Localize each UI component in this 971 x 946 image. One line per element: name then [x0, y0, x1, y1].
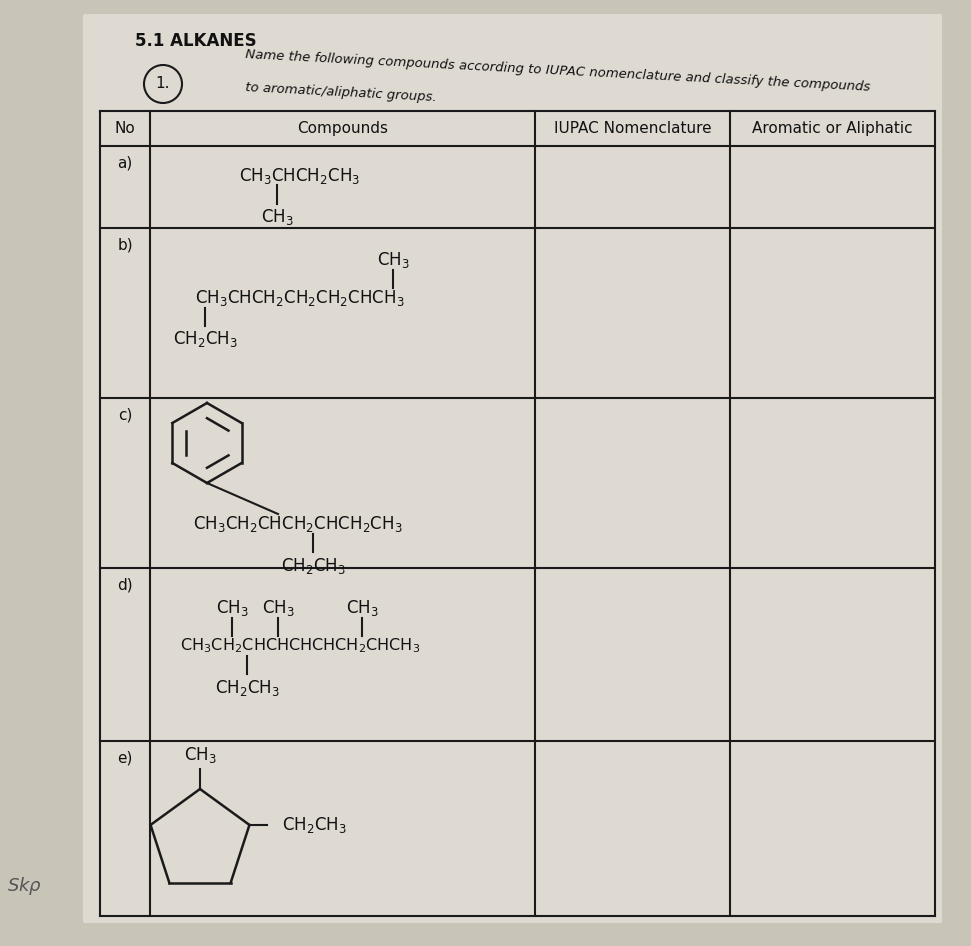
- Text: CH$_2$CH$_3$: CH$_2$CH$_3$: [215, 678, 280, 698]
- Text: CH$_3$CH$_2$CHCH$_2$CHCH$_2$CH$_3$: CH$_3$CH$_2$CHCH$_2$CHCH$_2$CH$_3$: [193, 514, 403, 534]
- Text: 1.: 1.: [155, 77, 170, 92]
- Text: CH$_3$: CH$_3$: [184, 745, 217, 765]
- Text: $\mathit{Sk\rho}$: $\mathit{Sk\rho}$: [8, 875, 43, 897]
- Text: CH$_2$CH$_3$: CH$_2$CH$_3$: [281, 556, 346, 576]
- Text: CH$_2$CH$_3$: CH$_2$CH$_3$: [282, 815, 347, 835]
- Text: a): a): [117, 155, 133, 170]
- Text: CH$_3$CHCH$_2$CH$_2$CH$_2$CHCH$_3$: CH$_3$CHCH$_2$CH$_2$CH$_2$CHCH$_3$: [195, 288, 405, 308]
- Text: 5.1 ALKANES: 5.1 ALKANES: [135, 32, 256, 50]
- FancyBboxPatch shape: [83, 14, 942, 923]
- Text: CH$_3$: CH$_3$: [261, 598, 294, 618]
- Text: IUPAC Nomenclature: IUPAC Nomenclature: [553, 121, 712, 136]
- Text: No: No: [115, 121, 135, 136]
- Text: CH$_3$CH$_2$CHCHCHCHCH$_2$CHCH$_3$: CH$_3$CH$_2$CHCHCHCHCH$_2$CHCH$_3$: [180, 637, 420, 656]
- Text: CH$_3$CHCH$_2$CH$_3$: CH$_3$CHCH$_2$CH$_3$: [240, 166, 360, 186]
- Text: d): d): [117, 577, 133, 592]
- Text: Compounds: Compounds: [297, 121, 388, 136]
- Text: CH$_3$: CH$_3$: [216, 598, 249, 618]
- Text: c): c): [117, 408, 132, 423]
- Text: b): b): [117, 237, 133, 253]
- Text: CH$_3$: CH$_3$: [346, 598, 379, 618]
- Text: CH$_3$: CH$_3$: [377, 250, 410, 270]
- Text: Aromatic or Aliphatic: Aromatic or Aliphatic: [753, 121, 913, 136]
- Text: Name the following compounds according to IUPAC nomenclature and classify the co: Name the following compounds according t…: [245, 48, 871, 94]
- Text: CH$_2$CH$_3$: CH$_2$CH$_3$: [173, 329, 238, 349]
- Text: to aromatic/aliphatic groups.: to aromatic/aliphatic groups.: [245, 81, 437, 104]
- Text: e): e): [117, 750, 133, 765]
- Text: CH$_3$: CH$_3$: [260, 207, 293, 227]
